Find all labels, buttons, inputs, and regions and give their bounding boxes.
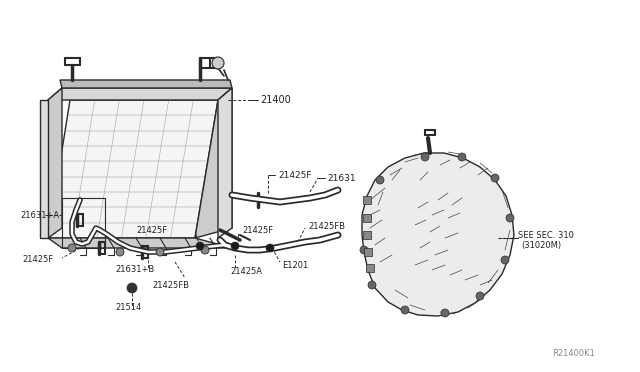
- Circle shape: [212, 57, 224, 69]
- Text: 21425F: 21425F: [242, 225, 273, 234]
- Bar: [363, 196, 371, 204]
- Bar: [364, 248, 372, 256]
- Text: 21425A: 21425A: [230, 267, 262, 276]
- Circle shape: [116, 248, 124, 256]
- Text: R21400K1: R21400K1: [552, 349, 595, 358]
- Text: 21400: 21400: [260, 95, 291, 105]
- Circle shape: [421, 153, 429, 161]
- Text: 21425FB: 21425FB: [308, 221, 345, 231]
- Circle shape: [368, 281, 376, 289]
- Circle shape: [266, 244, 274, 252]
- Text: 21631: 21631: [327, 173, 356, 183]
- Text: E1201: E1201: [282, 260, 308, 269]
- Circle shape: [68, 244, 76, 252]
- Polygon shape: [362, 153, 514, 316]
- Polygon shape: [40, 100, 48, 238]
- Polygon shape: [48, 238, 232, 248]
- Circle shape: [441, 309, 449, 317]
- Circle shape: [156, 248, 164, 256]
- Polygon shape: [48, 100, 218, 238]
- Text: 21631+B: 21631+B: [115, 266, 154, 275]
- Circle shape: [196, 242, 204, 250]
- Circle shape: [458, 153, 466, 161]
- Text: 21425F: 21425F: [278, 170, 312, 180]
- Circle shape: [360, 246, 368, 254]
- Circle shape: [401, 306, 409, 314]
- Text: 21425FB: 21425FB: [152, 280, 189, 289]
- Bar: [363, 231, 371, 239]
- Text: 21425F: 21425F: [22, 256, 53, 264]
- Circle shape: [127, 283, 137, 293]
- Circle shape: [476, 292, 484, 300]
- Text: 21631+A: 21631+A: [20, 211, 59, 219]
- Bar: [366, 264, 374, 272]
- Text: 21514: 21514: [115, 304, 141, 312]
- Circle shape: [506, 214, 514, 222]
- Polygon shape: [195, 88, 232, 238]
- Circle shape: [491, 174, 499, 182]
- Text: 21425F: 21425F: [137, 225, 168, 234]
- Polygon shape: [48, 88, 62, 238]
- Text: SEE SEC. 310: SEE SEC. 310: [518, 231, 574, 240]
- Circle shape: [501, 256, 509, 264]
- Text: (31020M): (31020M): [521, 241, 561, 250]
- Bar: [363, 214, 371, 222]
- Circle shape: [201, 246, 209, 254]
- Polygon shape: [60, 80, 232, 88]
- Circle shape: [231, 242, 239, 250]
- Polygon shape: [218, 88, 232, 238]
- Polygon shape: [48, 88, 232, 100]
- Circle shape: [376, 176, 384, 184]
